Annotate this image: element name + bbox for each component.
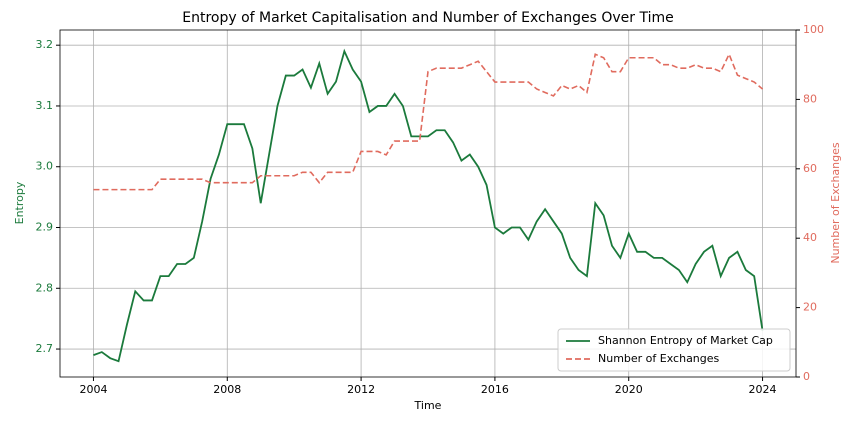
x-tick-label: 2012 <box>347 383 375 396</box>
y2-tick-label: 100 <box>803 23 824 36</box>
x-axis-label: Time <box>414 399 442 412</box>
y2-axis-label: Number of Exchanges <box>829 142 842 264</box>
plot-frame <box>59 29 797 378</box>
x-tick-label: 2024 <box>749 383 777 396</box>
series-line <box>93 52 764 191</box>
y-axis-label: Entropy <box>13 181 26 224</box>
y2-tick-label: 0 <box>803 370 810 383</box>
x-tick-label: 2008 <box>213 383 241 396</box>
y-tick-label: 3.2 <box>36 38 54 51</box>
y-tick-label: 3.1 <box>36 99 54 112</box>
legend-box <box>557 328 791 372</box>
x-tick-label: 2020 <box>615 383 643 396</box>
series-line <box>93 48 764 363</box>
y-tick-label: 2.7 <box>36 342 54 355</box>
chart-title: Entropy of Market Capitalisation and Num… <box>182 10 673 26</box>
y-tick-label: 3.0 <box>36 160 54 173</box>
x-tick-label: 2004 <box>79 383 107 396</box>
legend-label: Number of Exchanges <box>598 352 720 365</box>
y2-tick-label: 60 <box>803 162 817 175</box>
y-tick-label: 2.9 <box>36 221 54 234</box>
x-tick-label: 2016 <box>481 383 509 396</box>
legend-label: Shannon Entropy of Market Cap <box>598 334 773 347</box>
y-tick-label: 2.8 <box>36 281 54 294</box>
y2-tick-label: 80 <box>803 92 817 105</box>
y2-tick-label: 20 <box>803 301 817 314</box>
y2-tick-label: 40 <box>803 231 817 244</box>
